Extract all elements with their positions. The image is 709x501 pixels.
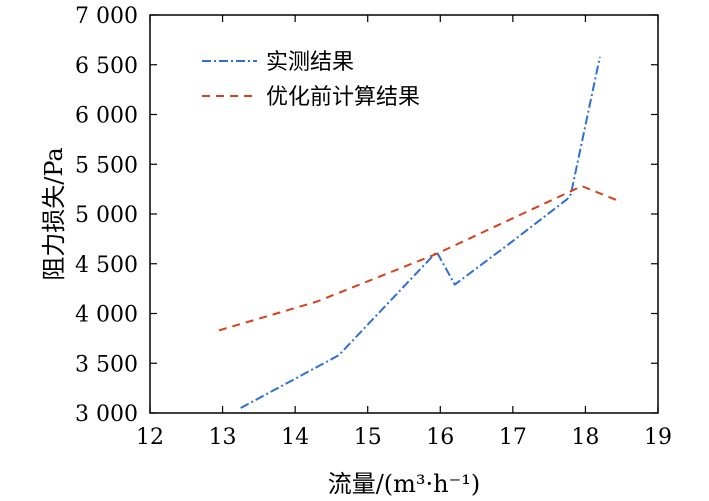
y-tick-label: 6 500	[75, 54, 138, 79]
x-tick-label: 18	[571, 425, 599, 450]
series-line-measured	[240, 56, 601, 409]
ticks-layer: 12 13 14 15 16 17 18 19 3 000 3 500 4 000 4 500 5 00…	[75, 4, 672, 450]
y-tick-label: 3 500	[75, 352, 138, 377]
x-tick-label: 15	[354, 425, 382, 450]
x-tick-label: 19	[644, 425, 672, 450]
x-tick-label: 17	[499, 425, 527, 450]
y-tick-label: 4 500	[75, 253, 138, 278]
y-axis-title: 阻力损失/Pa	[40, 147, 68, 280]
y-tick-label: 4 000	[75, 303, 138, 328]
legend: 实测结果 优化前计算结果	[202, 50, 420, 110]
x-axis-title: 流量/(m³·h⁻¹)	[328, 470, 481, 498]
x-tick-label: 14	[281, 425, 309, 450]
series-line-calculated	[218, 185, 623, 332]
y-tick-label: 5 000	[75, 203, 138, 228]
y-tick-label: 7 000	[75, 4, 138, 29]
legend-label-measured: 实测结果	[266, 50, 354, 75]
series-layer	[218, 56, 623, 409]
x-tick-label: 16	[426, 425, 454, 450]
y-tick-label: 5 500	[75, 153, 138, 178]
x-tick-label: 12	[136, 425, 164, 450]
legend-label-calculated: 优化前计算结果	[266, 85, 420, 110]
plot-frame	[149, 14, 659, 414]
y-tick-label: 3 000	[75, 402, 138, 427]
y-tick-label: 6 000	[75, 104, 138, 129]
x-tick-label: 13	[209, 425, 237, 450]
